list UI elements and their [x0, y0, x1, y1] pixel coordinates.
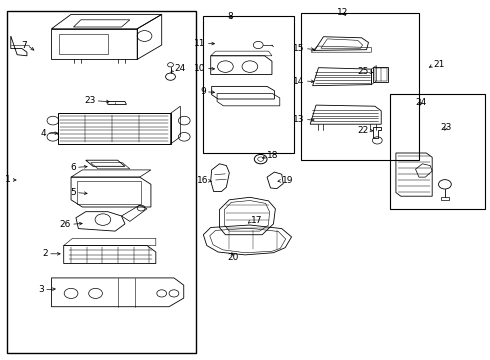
Text: 3: 3: [38, 285, 44, 294]
Bar: [7, 11, 196, 353]
Text: 21: 21: [434, 60, 445, 69]
Text: 14: 14: [294, 77, 305, 85]
Text: 2: 2: [43, 249, 48, 258]
Bar: [375, 68, 387, 81]
Text: 15: 15: [294, 44, 305, 53]
Text: 25: 25: [358, 68, 369, 77]
Text: 24: 24: [174, 64, 185, 73]
Text: 26: 26: [60, 220, 71, 229]
Bar: [59, 34, 108, 54]
Text: 1: 1: [5, 175, 11, 184]
Text: 24: 24: [416, 98, 427, 107]
Text: 10: 10: [195, 64, 206, 73]
Bar: [373, 67, 388, 82]
Text: 7: 7: [21, 40, 27, 49]
Bar: [390, 94, 485, 209]
Text: 23: 23: [440, 123, 452, 132]
Text: 5: 5: [70, 188, 76, 197]
Text: 19: 19: [282, 176, 293, 185]
Text: 11: 11: [195, 39, 206, 48]
Text: 12: 12: [337, 8, 349, 17]
Text: 16: 16: [197, 176, 208, 185]
Text: 9: 9: [200, 87, 206, 96]
Text: 22: 22: [358, 126, 369, 135]
Bar: [203, 16, 294, 153]
Bar: [58, 113, 171, 144]
Text: 8: 8: [227, 12, 233, 21]
Text: 20: 20: [227, 253, 239, 262]
Bar: [77, 181, 141, 204]
Text: 18: 18: [267, 151, 278, 160]
Bar: [301, 13, 419, 160]
Text: 13: 13: [294, 115, 305, 124]
Text: 6: 6: [70, 163, 76, 172]
Text: 4: 4: [41, 129, 47, 138]
Text: 17: 17: [251, 216, 262, 225]
Text: 23: 23: [84, 96, 96, 105]
